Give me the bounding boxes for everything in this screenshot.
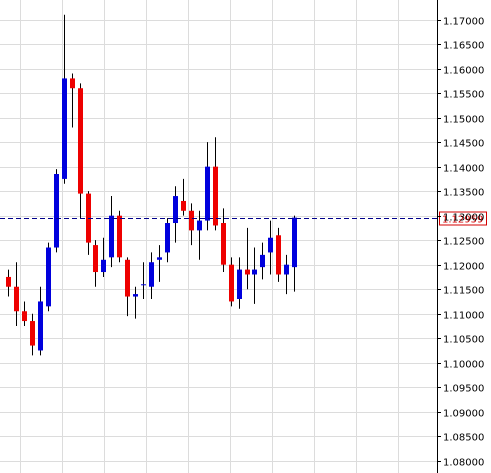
candle-body-up	[38, 301, 43, 351]
tick-label: 1.15500	[443, 90, 484, 101]
candle-body-down	[213, 166, 218, 226]
tick-label: 1.13500	[443, 188, 484, 199]
candle-body-down	[189, 210, 194, 231]
tick-label: 1.08000	[443, 458, 484, 469]
candle-body-down	[14, 286, 19, 312]
tick-label: 1.09500	[443, 384, 484, 395]
candle-body-down	[245, 269, 250, 275]
candle-body-up	[133, 294, 138, 297]
candle-body-up	[149, 262, 154, 287]
tick-label: 1.10000	[443, 360, 484, 371]
tick-label: 1.10500	[443, 335, 484, 346]
current-price-marker: 1.12959	[0, 211, 487, 226]
price-axis: 1.17000 1.16500 1.16000 1.15500 1.15000 1.145…	[437, 0, 484, 473]
candle-body-up	[252, 269, 257, 275]
candle-body-down	[221, 223, 226, 265]
tick-label: 1.17000	[443, 17, 484, 28]
candle-body-up	[157, 257, 162, 260]
tick-label: 1.09000	[443, 409, 484, 420]
candle-body-up	[237, 269, 242, 299]
candle-body-up	[268, 237, 273, 253]
candle-body-up	[141, 284, 146, 286]
tick-label: 1.11500	[443, 286, 484, 297]
tick-label: 1.11000	[443, 311, 484, 322]
candle-body-down	[70, 78, 75, 89]
candle-body-down	[30, 321, 35, 346]
candle-body-down	[93, 245, 98, 273]
candle-body-down	[78, 88, 83, 194]
candle-body-up	[165, 223, 170, 253]
current-price-label: 1.12959	[442, 215, 483, 226]
tick-label: 1.15000	[443, 115, 484, 126]
candle-body-down	[6, 276, 11, 287]
candle-body-down	[22, 311, 27, 322]
current-price-box	[439, 211, 487, 226]
grid	[0, 0, 437, 473]
candle-body-up	[46, 247, 51, 307]
tick-label: 1.12500	[443, 237, 484, 248]
candle-body-up	[205, 166, 210, 221]
tick-label: 1.14000	[443, 164, 484, 175]
candle-body-up	[284, 264, 289, 275]
tick-label: 1.14500	[443, 139, 484, 150]
tick-label: 1.12000	[443, 262, 484, 273]
candle-body-up	[260, 254, 265, 268]
tick-label: 1.16000	[443, 66, 484, 77]
candles	[6, 14, 297, 356]
candle-body-up	[292, 217, 297, 268]
candle-body-up	[54, 174, 59, 248]
tick-label: 1.13000	[443, 213, 484, 224]
candle-body-down	[181, 200, 186, 211]
candle-body-down	[125, 259, 130, 297]
tick-label: 1.08500	[443, 433, 484, 444]
candle-body-down	[117, 215, 122, 258]
tick-label: 1.16500	[443, 41, 484, 52]
candle-body-up	[62, 78, 67, 179]
candle-body-down	[276, 235, 281, 275]
candle-body-up	[109, 215, 114, 258]
candle-body-up	[101, 259, 106, 273]
candle-body-up	[173, 196, 178, 224]
candle-body-down	[229, 264, 234, 302]
candle-body-up	[197, 220, 202, 231]
